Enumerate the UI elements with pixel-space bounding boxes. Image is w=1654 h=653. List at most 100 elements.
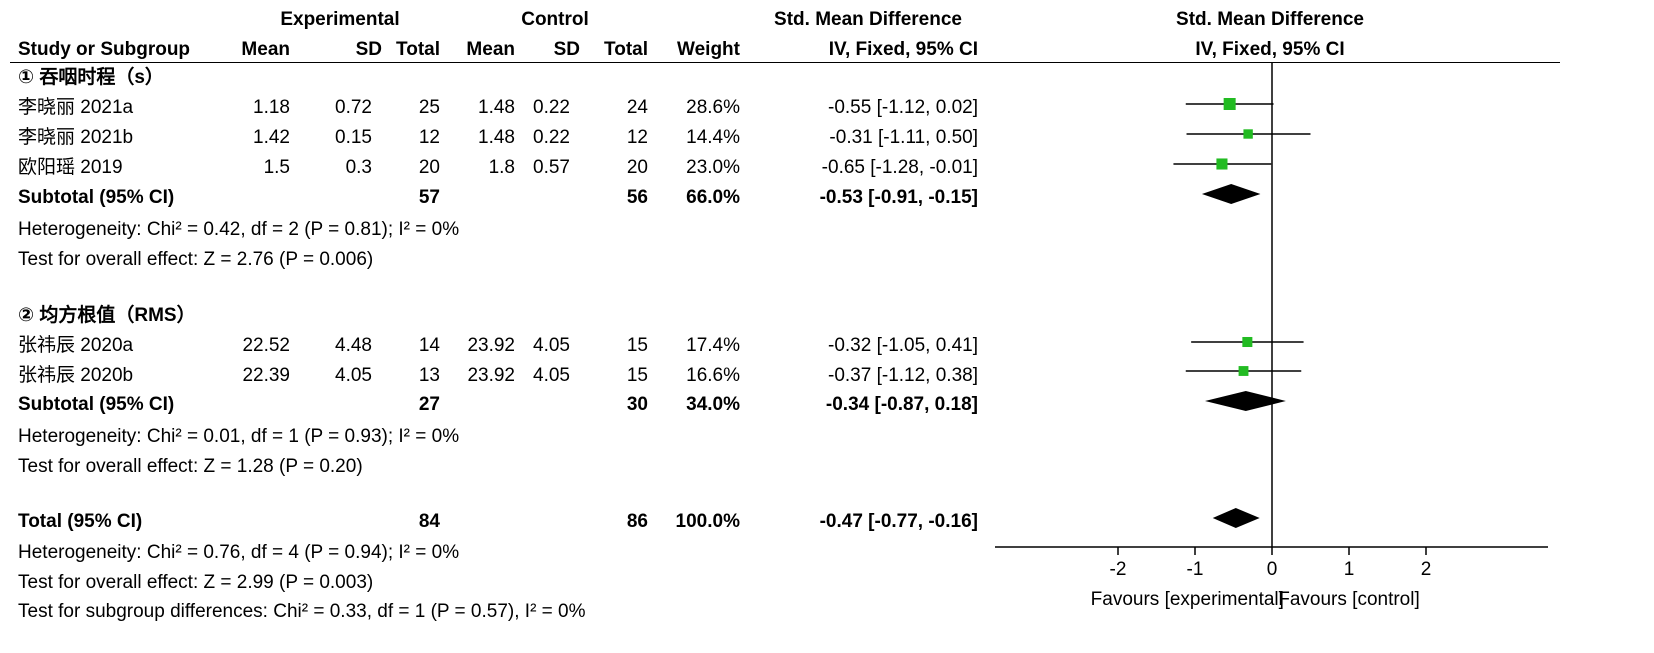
col-e-sd-header: SD: [355, 39, 382, 60]
study-estimate-marker: [1243, 129, 1253, 139]
study-name: 张祎辰 2020a: [18, 335, 134, 356]
study-estimate-marker: [1216, 158, 1228, 170]
c-mean: 1.8: [488, 157, 515, 178]
effect-ci: -0.65 [-1.28, -0.01]: [821, 157, 978, 178]
header-rule-right: [1000, 62, 1560, 63]
e-mean: 22.52: [242, 335, 290, 356]
study-name: 李晓丽 2021b: [18, 127, 134, 148]
e-total: 57: [418, 187, 440, 208]
e-mean: 22.39: [242, 365, 290, 386]
c-sd: 4.05: [533, 335, 570, 356]
c-total: 15: [626, 365, 648, 386]
c-total: 15: [626, 335, 648, 356]
c-sd: 4.05: [533, 365, 570, 386]
col-c-mean-header: Mean: [466, 39, 515, 60]
e-sd: 4.05: [335, 365, 372, 386]
col-e-total-header: Total: [396, 39, 440, 60]
c-total: 30: [626, 394, 648, 415]
study-name: 张祎辰 2020b: [18, 365, 134, 386]
effect-ci: -0.53 [-0.91, -0.15]: [819, 187, 978, 208]
favours-experimental-label: Favours [experimental]: [1091, 589, 1284, 610]
subgroup-title: ② 均方根值（RMS）: [18, 305, 196, 326]
total-heterogeneity-text: Heterogeneity: Chi² = 0.76, df = 4 (P = …: [18, 542, 460, 563]
effect-ci: -0.55 [-1.12, 0.02]: [828, 97, 978, 118]
study-estimate-marker: [1238, 366, 1249, 376]
c-mean: 1.48: [478, 127, 515, 148]
effect-ci: -0.37 [-1.12, 0.38]: [828, 365, 978, 386]
weight: 66.0%: [686, 187, 740, 208]
c-total: 24: [626, 97, 648, 118]
c-total: 56: [626, 187, 648, 208]
pooled-diamond: [1205, 391, 1286, 411]
col-e-mean-header: Mean: [241, 39, 290, 60]
control-group-header: Control: [521, 9, 589, 30]
c-total: 20: [626, 157, 648, 178]
e-mean: 1.42: [253, 127, 290, 148]
c-sd: 0.22: [533, 97, 570, 118]
heterogeneity-text: Heterogeneity: Chi² = 0.01, df = 1 (P = …: [18, 426, 460, 447]
e-total: 12: [418, 127, 440, 148]
c-total: 86: [626, 511, 648, 532]
subgroup-title: ① 吞咽时程（s）: [18, 67, 164, 88]
col-ci-header: IV, Fixed, 95% CI: [828, 39, 978, 60]
plot-header: Std. Mean Difference: [1176, 9, 1364, 30]
x-tick-label: 1: [1344, 559, 1355, 580]
overall-effect-text: Test for overall effect: Z = 1.28 (P = 0…: [18, 456, 363, 477]
subgroup-differences-text: Test for subgroup differences: Chi² = 0.…: [18, 601, 586, 622]
col-c-total-header: Total: [604, 39, 648, 60]
total-label: Total (95% CI): [18, 511, 143, 532]
weight: 16.6%: [686, 365, 740, 386]
c-mean: 23.92: [467, 335, 515, 356]
x-tick-label: 0: [1267, 559, 1278, 580]
c-total: 12: [626, 127, 648, 148]
e-sd: 0.3: [345, 157, 372, 178]
pooled-diamond: [1201, 184, 1261, 204]
heterogeneity-text: Heterogeneity: Chi² = 0.42, df = 2 (P = …: [18, 219, 460, 240]
e-total: 14: [418, 335, 440, 356]
subtotal-label: Subtotal (95% CI): [18, 394, 175, 415]
weight: 23.0%: [686, 157, 740, 178]
pooled-diamond: [1212, 508, 1260, 528]
total-overall-effect-text: Test for overall effect: Z = 2.99 (P = 0…: [18, 572, 374, 593]
study-estimate-marker: [1223, 98, 1236, 110]
col-study-header: Study or Subgroup: [18, 39, 191, 60]
experimental-group-header: Experimental: [280, 9, 400, 30]
e-total: 84: [418, 511, 440, 532]
e-total: 20: [418, 157, 440, 178]
weight: 28.6%: [686, 97, 740, 118]
x-tick-label: -2: [1110, 559, 1127, 580]
weight: 34.0%: [686, 394, 740, 415]
study-estimate-marker: [1242, 336, 1253, 348]
study-name: 欧阳瑶 2019: [18, 157, 123, 178]
effect-ci: -0.34 [-0.87, 0.18]: [825, 394, 978, 415]
effect-ci: -0.31 [-1.11, 0.50]: [829, 127, 978, 148]
effect-ci: -0.32 [-1.05, 0.41]: [828, 335, 978, 356]
x-tick-label: 2: [1421, 559, 1432, 580]
header-rule-left: [10, 62, 1010, 63]
e-total: 13: [418, 365, 440, 386]
study-name: 李晓丽 2021a: [18, 97, 134, 118]
plot-method-header: IV, Fixed, 95% CI: [1195, 39, 1345, 60]
overall-effect-text: Test for overall effect: Z = 2.76 (P = 0…: [18, 249, 374, 270]
c-mean: 23.92: [467, 365, 515, 386]
e-sd: 0.15: [335, 127, 372, 148]
c-mean: 1.48: [478, 97, 515, 118]
e-mean: 1.5: [263, 157, 290, 178]
col-weight-header: Weight: [677, 39, 740, 60]
e-total: 25: [418, 97, 440, 118]
e-mean: 1.18: [253, 97, 290, 118]
weight: 14.4%: [686, 127, 740, 148]
c-sd: 0.57: [533, 157, 570, 178]
col-c-sd-header: SD: [553, 39, 580, 60]
weight: 100.0%: [675, 511, 740, 532]
effect-ci: -0.47 [-0.77, -0.16]: [819, 511, 978, 532]
c-sd: 0.22: [533, 127, 570, 148]
e-sd: 4.48: [335, 335, 372, 356]
e-sd: 0.72: [335, 97, 372, 118]
e-total: 27: [418, 394, 440, 415]
subtotal-label: Subtotal (95% CI): [18, 187, 175, 208]
favours-control-label: Favours [control]: [1278, 589, 1420, 610]
weight: 17.4%: [686, 335, 740, 356]
